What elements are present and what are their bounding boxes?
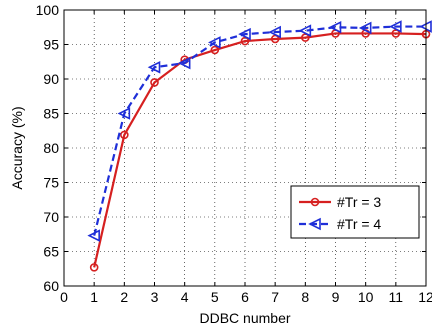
x-tick-label: 1: [90, 289, 98, 305]
x-tick-label: 7: [271, 289, 279, 305]
series-line: [93, 25, 426, 236]
y-tick-label: 70: [43, 209, 59, 225]
data-point: [147, 60, 161, 74]
series-2: [87, 20, 432, 242]
x-tick-label: 3: [151, 289, 159, 305]
x-tick-label: 9: [332, 289, 340, 305]
legend-label: #Tr = 4: [337, 216, 381, 232]
x-tick-label: 2: [120, 289, 128, 305]
data-point: [150, 78, 159, 87]
y-tick-label: 100: [36, 2, 60, 18]
x-tick-label: 5: [211, 289, 219, 305]
data-point: [268, 25, 281, 39]
data-point: [238, 27, 251, 41]
legend-marker: [308, 217, 321, 231]
data-point: [208, 36, 221, 49]
x-axis-label: DDBC number: [199, 310, 290, 326]
data-point: [358, 21, 372, 35]
data-point: [328, 20, 342, 34]
x-tick-label: 8: [301, 289, 309, 305]
series-layer: [87, 20, 432, 272]
data-point: [87, 229, 100, 242]
x-tick-label: 12: [418, 289, 432, 305]
data-point: [177, 56, 191, 70]
legend-marker: [310, 197, 320, 207]
data-point: [270, 34, 280, 44]
x-tick-label: 4: [181, 289, 189, 305]
data-point: [210, 45, 220, 55]
y-tick-label: 80: [43, 140, 59, 156]
data-point: [89, 263, 99, 272]
x-tick-label: 0: [60, 289, 68, 305]
legend-box: [290, 185, 420, 239]
data-point: [298, 24, 312, 37]
x-tick-label: 6: [241, 289, 249, 305]
x-tick-label: 11: [389, 289, 404, 305]
y-tick-label: 75: [43, 175, 59, 191]
x-tick-label: 10: [358, 289, 374, 305]
y-tick-label: 60: [43, 278, 59, 294]
data-point: [117, 107, 131, 120]
data-point: [240, 36, 250, 46]
y-tick-label: 90: [43, 71, 59, 87]
data-point: [301, 33, 310, 42]
y-axis-label: Accuracy (%): [9, 106, 25, 189]
data-point: [120, 130, 129, 140]
y-tick-label: 65: [43, 244, 59, 260]
y-tick-label: 85: [43, 106, 59, 122]
legend: #Tr = 3 #Tr = 4: [290, 185, 420, 239]
y-tick-label: 95: [43, 37, 59, 53]
data-point: [389, 20, 402, 33]
data-point: [391, 29, 401, 38]
legend-label: #Tr = 3: [337, 194, 381, 210]
